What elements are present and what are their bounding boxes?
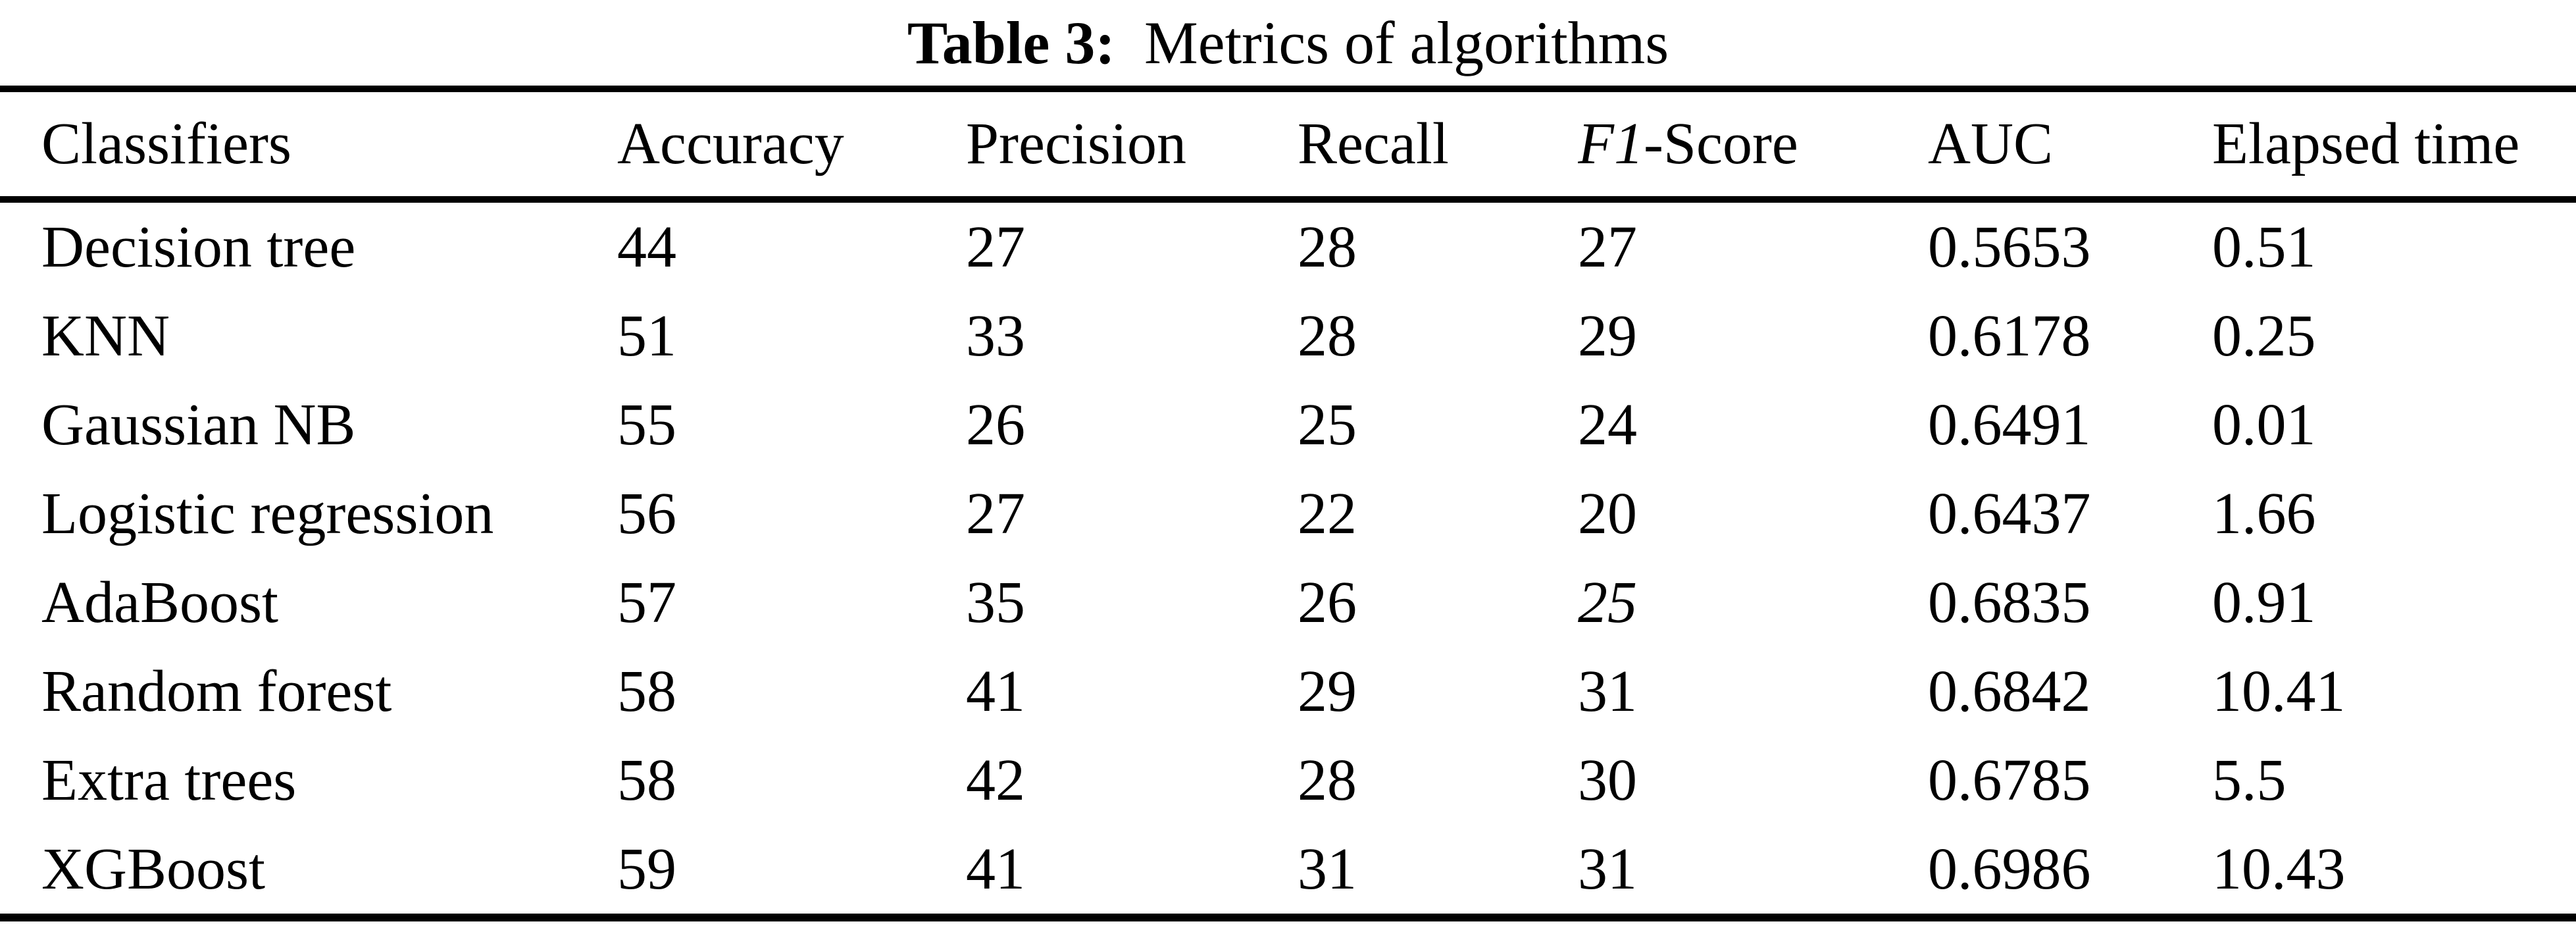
value-cell-auc: 0.6491 <box>1928 392 2091 457</box>
column-header-accuracy: Accuracy <box>617 111 844 176</box>
classifier-cell: Random forest <box>41 658 392 724</box>
value-cell-recall: 28 <box>1298 303 1357 369</box>
caption-text: Metrics of algorithms <box>1144 9 1669 76</box>
table-body: Decision tree 44 27 28 27 0.5653 0.51 KNN 51 33 28… <box>0 199 2576 918</box>
table-row-gaussian-nb: Gaussian NB 55 26 25 24 0.6491 0.01 <box>0 380 2576 469</box>
value-cell-f1-score: 27 <box>1578 214 1637 280</box>
table-caption: Table 3: Metrics of algorithms <box>0 0 2576 86</box>
value-cell-elapsed-time: 0.25 <box>2212 303 2316 369</box>
value-cell-precision: 26 <box>966 392 1025 457</box>
value-cell-accuracy: 58 <box>617 747 676 813</box>
value-cell-precision: 41 <box>966 836 1025 902</box>
classifier-cell: Extra trees <box>41 747 297 813</box>
value-cell-accuracy: 44 <box>617 214 676 280</box>
value-cell-recall: 22 <box>1298 480 1357 546</box>
value-cell-accuracy: 57 <box>617 569 676 635</box>
table-row-xgboost: XGBoost 59 41 31 31 0.6986 10.43 <box>0 825 2576 918</box>
column-header-recall: Recall <box>1298 111 1449 176</box>
table-row-random-forest: Random forest 58 41 29 31 0.6842 10.41 <box>0 647 2576 736</box>
column-header-classifiers: Classifiers <box>41 111 291 176</box>
table-row-extra-trees: Extra trees 58 42 28 30 0.6785 5.5 <box>0 736 2576 825</box>
value-cell-recall: 25 <box>1298 392 1357 457</box>
table-row-knn: KNN 51 33 28 29 0.6178 0.25 <box>0 292 2576 380</box>
value-cell-elapsed-time: 10.43 <box>2212 836 2346 902</box>
value-cell-auc: 0.6785 <box>1928 747 2091 813</box>
classifier-cell: Gaussian NB <box>41 392 356 457</box>
value-cell-elapsed-time: 0.91 <box>2212 569 2316 635</box>
header-row: Classifiers Accuracy Precision Recall F1-Sco… <box>0 89 2576 199</box>
metrics-table: Classifiers Accuracy Precision Recall F1-Sco… <box>0 86 2576 921</box>
classifier-cell: Logistic regression <box>41 480 494 546</box>
value-cell-precision: 33 <box>966 303 1025 369</box>
value-cell-precision: 41 <box>966 658 1025 724</box>
column-header-elapsed-time: Elapsed time <box>2212 111 2520 176</box>
table-row-adaboost: AdaBoost 57 35 26 25 0.6835 0.91 <box>0 558 2576 647</box>
value-cell-auc: 0.5653 <box>1928 214 2091 280</box>
value-cell-recall: 28 <box>1298 747 1357 813</box>
value-cell-auc: 0.6178 <box>1928 303 2091 369</box>
value-cell-accuracy: 56 <box>617 480 676 546</box>
column-header-precision: Precision <box>966 111 1186 176</box>
value-cell-f1-score: 24 <box>1578 392 1637 457</box>
value-cell-accuracy: 59 <box>617 836 676 902</box>
value-cell-auc: 0.6437 <box>1928 480 2091 546</box>
value-cell-f1-score: 29 <box>1578 303 1637 369</box>
caption-label: Table 3: <box>907 9 1115 76</box>
value-cell-recall: 31 <box>1298 836 1357 902</box>
value-cell-elapsed-time: 0.01 <box>2212 392 2316 457</box>
value-cell-auc: 0.6842 <box>1928 658 2091 724</box>
table-row-decision-tree: Decision tree 44 27 28 27 0.5653 0.51 <box>0 199 2576 292</box>
value-cell-accuracy: 55 <box>617 392 676 457</box>
italic-text: 25 <box>1578 569 1637 635</box>
value-cell-f1-score: 20 <box>1578 480 1637 546</box>
value-cell-accuracy: 51 <box>617 303 676 369</box>
value-cell-elapsed-time: 0.51 <box>2212 214 2316 280</box>
value-cell-precision: 42 <box>966 747 1025 813</box>
value-cell-elapsed-time: 1.66 <box>2212 480 2316 546</box>
column-header-f1-score: F1-Score <box>1578 111 1798 176</box>
value-cell-f1-score: 30 <box>1578 747 1637 813</box>
value-cell-recall: 28 <box>1298 214 1357 280</box>
classifier-cell: Decision tree <box>41 214 356 280</box>
value-cell-f1-score: 31 <box>1578 836 1637 902</box>
value-cell-elapsed-time: 5.5 <box>2212 747 2286 813</box>
value-cell-recall: 29 <box>1298 658 1357 724</box>
value-cell-auc: 0.6986 <box>1928 836 2091 902</box>
column-header-auc: AUC <box>1928 111 2054 176</box>
value-cell-precision: 27 <box>966 480 1025 546</box>
classifier-cell: AdaBoost <box>41 569 278 635</box>
classifier-cell: KNN <box>41 303 170 369</box>
value-cell-auc: 0.6835 <box>1928 569 2091 635</box>
value-cell-elapsed-time: 10.41 <box>2212 658 2346 724</box>
italic-text: F1 <box>1578 111 1644 176</box>
table-row-logistic-regression: Logistic regression 56 27 22 20 0.6437 1.66 <box>0 469 2576 558</box>
value-cell-recall: 26 <box>1298 569 1357 635</box>
value-cell-f1-score: 31 <box>1578 658 1637 724</box>
value-cell-f1-score: 25 <box>1578 558 1928 647</box>
value-cell-accuracy: 58 <box>617 658 676 724</box>
value-cell-precision: 27 <box>966 214 1025 280</box>
classifier-cell: XGBoost <box>41 836 266 902</box>
value-cell-precision: 35 <box>966 569 1025 635</box>
